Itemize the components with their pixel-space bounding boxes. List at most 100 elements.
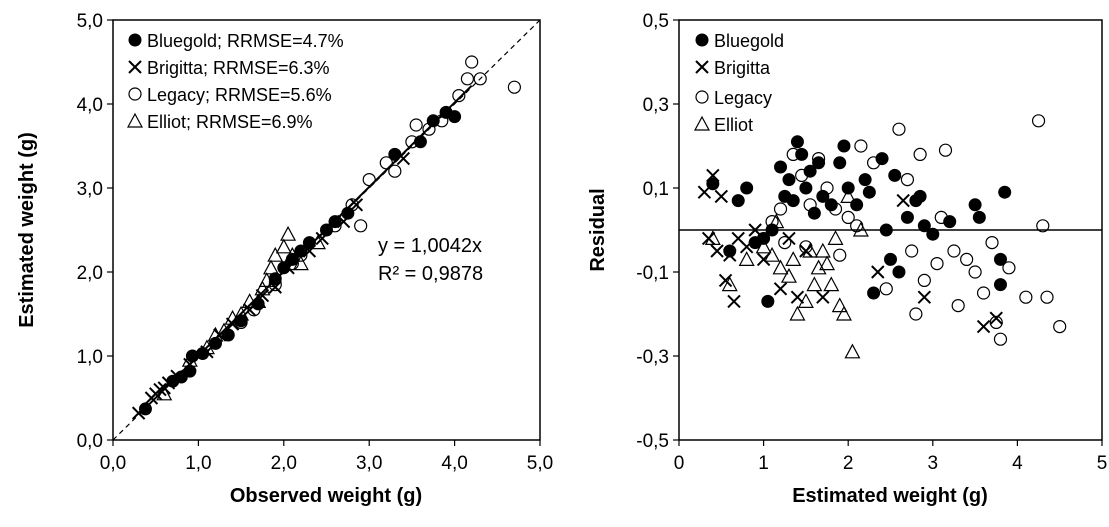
bluegold-point [790, 135, 804, 149]
legacy-point [362, 173, 376, 187]
elliot-point [810, 259, 827, 275]
brigitta-point [255, 288, 270, 303]
bluegold-point [968, 198, 982, 212]
elliot-point [181, 351, 198, 367]
legacy-point [465, 55, 479, 69]
legacy-point [811, 152, 826, 166]
legacy-point [294, 248, 308, 262]
brigitta-point [896, 193, 910, 208]
elliot-point [814, 242, 831, 258]
y-tick-label: 2,0 [77, 263, 103, 284]
bluegold-point [816, 189, 830, 203]
bluegold-point [328, 215, 342, 229]
legacy-point [900, 173, 915, 187]
legacy-point [913, 147, 927, 161]
left-x-axis-label: Observed weight (g) [230, 485, 422, 507]
elliot-point [250, 293, 267, 308]
elliot-point [831, 297, 848, 313]
legend-bluegold-icon [128, 33, 142, 47]
left-markers [131, 55, 521, 420]
elliot-point [802, 242, 819, 258]
elliot-point [267, 246, 284, 262]
legacy-point [917, 273, 931, 287]
legacy-point [1002, 261, 1016, 275]
elliot-point [844, 343, 861, 359]
brigitta-point [816, 290, 830, 304]
legend-bluegold-label: Bluegold [714, 31, 784, 51]
brigitta-point [336, 214, 351, 229]
brigitta-point [748, 223, 762, 237]
legacy-point [960, 252, 974, 266]
brigitta-point [989, 311, 1003, 325]
legacy-point [473, 72, 487, 86]
brigitta-point [871, 265, 885, 279]
y-tick-label: 3,0 [77, 179, 103, 200]
legend-brigitta-icon [695, 60, 709, 74]
y-tick-label: -0,1 [636, 263, 669, 284]
legacy-point [905, 244, 919, 258]
bluegold-point [807, 206, 821, 220]
elliot-point [241, 293, 258, 308]
x-tick-label: 1 [758, 453, 769, 474]
brigitta-point [917, 290, 932, 304]
brigitta-point [153, 382, 167, 397]
legacy-point [1019, 290, 1033, 304]
legacy-point [934, 210, 948, 224]
right-ticks: 0 1 2 3 4 5 -0,5 -0,3 -0,1 0,1 0,3 0,5 [636, 11, 1107, 474]
elliot-point [704, 230, 721, 245]
bluegold-point [803, 164, 817, 178]
legacy-point [354, 219, 368, 233]
bluegold-point [850, 198, 864, 212]
legacy-point [435, 114, 449, 128]
y-tick-label: -0,3 [636, 347, 669, 368]
bluegold-point [892, 265, 906, 279]
brigitta-point [739, 240, 754, 254]
legacy-point [345, 198, 359, 212]
y-tick-label: 5,0 [77, 11, 103, 32]
y-tick-label: 1,0 [77, 347, 103, 368]
x-tick-label: 3 [928, 453, 939, 474]
legacy-point [268, 278, 282, 292]
legacy-point [405, 135, 419, 149]
elliot-point [764, 246, 781, 262]
brigitta-point [131, 406, 146, 420]
bluegold-point [731, 194, 745, 208]
x-tick-label: 2,0 [271, 453, 297, 474]
legend-elliot-label: Elliot [714, 115, 753, 135]
brigitta-point [268, 280, 282, 294]
legacy-point [820, 181, 834, 195]
legacy-point [909, 307, 923, 321]
right-x-axis-label: Estimated weight (g) [792, 485, 988, 507]
elliot-point [254, 280, 271, 296]
elliot-point [198, 339, 215, 355]
bluegold-point [774, 160, 788, 174]
bluegold-point [993, 252, 1007, 266]
brigitta-point [396, 151, 411, 166]
legacy-point [778, 236, 792, 250]
brigitta-point [315, 231, 329, 246]
x-tick-label: 0 [674, 453, 685, 474]
legacy-point [388, 164, 402, 178]
left-annotation: y = 1,0042x R² = 0,9878 [378, 235, 483, 285]
bluegold-point [448, 110, 462, 124]
elliot-point [780, 267, 797, 283]
left-y-axis-label: Estimated weight (g) [16, 132, 38, 328]
legacy-point [409, 118, 423, 132]
brigitta-point [710, 244, 724, 258]
y-tick-label: 0,1 [643, 179, 669, 200]
elliot-point [309, 234, 326, 250]
left-chart: 0,0 1,0 2,0 3,0 4,0 5,0 0,0 1,0 2,0 3,0 4,0 5,0 y =… [16, 11, 553, 507]
elliot-point [233, 305, 250, 321]
brigitta-point [170, 369, 184, 383]
legend-elliot-label: Elliot; RRMSE=6.9% [147, 112, 313, 132]
elliot-point [797, 293, 814, 308]
brigitta-point [302, 244, 317, 258]
elliot-point [280, 225, 297, 241]
legacy-point [422, 122, 436, 136]
bluegold-point [294, 244, 308, 258]
left-fit-equation: y = 1,0042x [378, 235, 482, 257]
elliot-point [284, 246, 301, 262]
elliot-point [819, 255, 836, 271]
legacy-point [507, 80, 521, 94]
legend-legacy-icon [128, 87, 142, 101]
